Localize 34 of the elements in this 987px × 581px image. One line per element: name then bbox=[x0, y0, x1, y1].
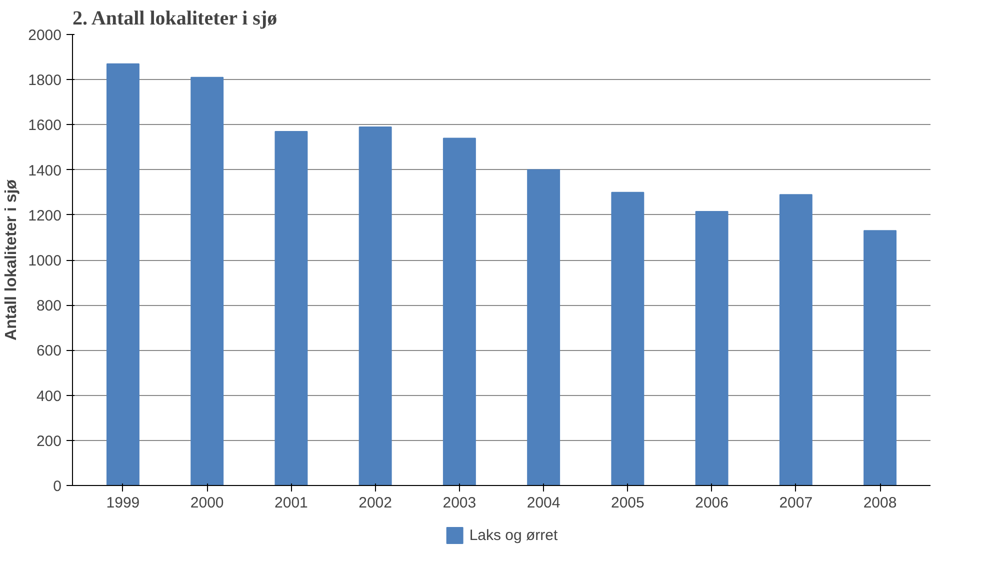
x-tick-label: 2001 bbox=[274, 494, 308, 512]
y-tick-label: 1200 bbox=[28, 207, 62, 224]
y-axis-title: Antall lokaliteter i sjø bbox=[3, 179, 20, 340]
x-tick-label: 2006 bbox=[695, 494, 728, 512]
x-tick-label: 2004 bbox=[526, 494, 560, 512]
x-tick-label: 2000 bbox=[190, 494, 224, 512]
y-tick-label: 600 bbox=[36, 342, 62, 360]
bar bbox=[442, 138, 476, 486]
y-tick-label: 800 bbox=[36, 298, 62, 315]
y-tick-label: 0 bbox=[53, 478, 62, 495]
y-tick-label: 400 bbox=[36, 388, 62, 405]
y-tick-label: 1600 bbox=[28, 117, 62, 134]
x-tick-label: 2005 bbox=[610, 494, 644, 512]
y-tick-label: 2000 bbox=[28, 27, 62, 44]
bar bbox=[527, 169, 560, 486]
y-tick-label: 200 bbox=[36, 432, 62, 450]
bar bbox=[864, 230, 897, 486]
y-tick-label: 1400 bbox=[28, 162, 62, 180]
x-tick-label: 2002 bbox=[358, 494, 392, 512]
x-tick-label: 2003 bbox=[442, 494, 476, 512]
x-tick-label: 2007 bbox=[779, 494, 813, 512]
bar bbox=[190, 76, 224, 486]
bar bbox=[611, 192, 644, 486]
bar bbox=[106, 63, 140, 486]
bar bbox=[695, 211, 728, 486]
x-tick-label: 2008 bbox=[863, 494, 897, 512]
x-tick-label: 1999 bbox=[106, 494, 140, 512]
bar bbox=[779, 194, 812, 486]
bar bbox=[358, 126, 392, 486]
legend-label: Laks og ørret bbox=[469, 526, 558, 544]
y-tick-label: 1800 bbox=[28, 72, 62, 90]
bar bbox=[274, 130, 308, 486]
chart-title: 2. Antall lokaliteter i sjø bbox=[72, 8, 278, 30]
y-tick-label: 1000 bbox=[28, 252, 62, 270]
